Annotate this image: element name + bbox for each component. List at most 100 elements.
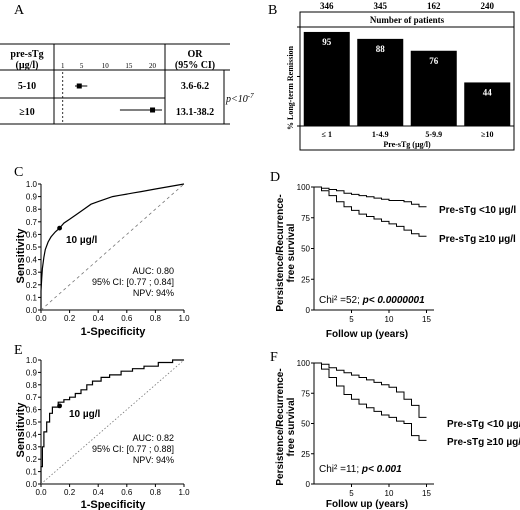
count-label: 162: [427, 1, 441, 11]
count-label: 240: [481, 1, 495, 11]
roc-c-ylabel: Sensitivity: [15, 228, 27, 284]
count-label: 346: [320, 1, 334, 11]
panel-a: A pre-sTg (µg/l) OR (95% CI) 5-10 ≥10 3.…: [0, 3, 254, 125]
bar-ylabel: % Long-term Remission: [286, 45, 295, 130]
bar-3: [464, 82, 511, 126]
km-y-tick-label: 100: [297, 183, 311, 192]
roc-y-tick-label: 0.5: [26, 418, 38, 427]
count-label: 345: [374, 1, 388, 11]
p-value: p<10-7: [225, 92, 254, 105]
roc-y-tick-label: 0.1: [26, 293, 38, 302]
roc-cutoff-point: [57, 403, 62, 409]
row-ci-ge10: 13.1-38.2: [176, 107, 214, 118]
roc-c-cutoff-label: 10 µg/l: [66, 235, 98, 246]
roc-cutoff-point: [57, 225, 62, 231]
roc-y-tick-label: 0.3: [26, 268, 38, 277]
panel-a-letter: A: [14, 3, 25, 18]
roc-y-tick-label: 0.0: [26, 480, 38, 489]
roc-x-tick-label: 0.6: [121, 314, 133, 323]
bar-1: [357, 38, 404, 126]
km-y-tick-label: 0: [306, 480, 311, 489]
km-x-tick-label: 10: [385, 315, 394, 324]
roc-curve: [40, 183, 185, 310]
km-curve-low: [314, 186, 427, 208]
bar-category-label: ≤ 1: [322, 130, 332, 139]
roc-e-npv: NPV: 94%: [133, 455, 174, 465]
number-header: Number of patients: [370, 15, 445, 25]
roc-y-tick-label: 1.0: [26, 180, 38, 189]
bar-value-label: 76: [429, 56, 439, 66]
km-x-tick-label: 5: [349, 489, 354, 498]
roc-plot-c: 0.0 0.2 0.4 0.6 0.8 1.0 0.0 0.1 0.2 0.3 0.4 0.5 0.6 0…: [26, 180, 190, 323]
roc-y-tick-label: 0.1: [26, 468, 38, 477]
bar-plot-frame: [299, 26, 515, 151]
roc-x-tick-label: 0.4: [93, 314, 105, 323]
km-curve-high: [314, 362, 427, 441]
km-x-tick-label: 5: [349, 315, 354, 324]
header-or: OR: [188, 49, 204, 60]
roc-x-tick-label: 0.0: [35, 488, 47, 497]
bar-2: [410, 50, 457, 127]
roc-y-tick-label: 1.0: [26, 356, 38, 365]
km-curve-high: [314, 186, 427, 237]
roc-x-tick-label: 0.0: [35, 314, 47, 323]
km-plot-d: 5 10 15 0 25 50 75 100: [297, 183, 434, 324]
roc-y-tick-label: 0.7: [26, 393, 38, 402]
header-unit: (µg/l): [16, 60, 39, 71]
panel-e-letter: E: [14, 343, 23, 358]
roc-x-tick-label: 1.0: [178, 314, 190, 323]
forest-tick-label: 15: [125, 62, 133, 70]
km-x-tick-label: 15: [422, 315, 431, 324]
roc-plot-e: 0.0 0.2 0.4 0.6 0.8 1.0 0.0 0.1 0.2 0.3 0.4 0.5 0.6 0…: [26, 356, 190, 497]
km-curve-low: [314, 362, 427, 418]
roc-y-tick-label: 0.9: [26, 368, 38, 377]
counts-row: 346 345 162 240: [320, 1, 495, 11]
bar-value-label: 95: [322, 37, 332, 47]
km-f-stat: Chi² =11; p< 0.001: [319, 464, 402, 475]
row-label-ge10: ≥10: [19, 107, 35, 118]
roc-e-cutoff-label: 10 µg/l: [69, 409, 101, 420]
km-f-legend-high: Pre-sTg ≥10 µg/l: [447, 437, 520, 448]
panel-b: B Number of patients 346 345 162 240 95 ≤ 1 8…: [268, 1, 515, 151]
forest-or-marker: [150, 107, 156, 113]
roc-e-ci: 95% CI: [0.77 ; 0.88]: [92, 444, 174, 454]
bar-xlabel: Pre-sTg (µg/l): [383, 140, 431, 149]
roc-y-tick-label: 0.5: [26, 243, 38, 252]
roc-c-npv: NPV: 94%: [133, 288, 174, 298]
roc-x-tick-label: 0.6: [121, 488, 133, 497]
roc-c-xlabel: 1-Specificity: [81, 326, 147, 338]
roc-reference-diagonal: [40, 359, 185, 485]
km-f-ylabel-2: free survival: [286, 397, 297, 456]
km-y-tick-label: 50: [301, 245, 310, 254]
bar-0: [303, 31, 350, 127]
roc-x-tick-label: 1.0: [178, 488, 190, 497]
bar-value-label: 44: [483, 87, 493, 97]
km-y-tick-label: 25: [301, 275, 310, 284]
roc-y-tick-label: 0.6: [26, 406, 38, 415]
roc-y-tick-label: 0.8: [26, 381, 38, 390]
bar-value-label: 88: [376, 44, 386, 54]
bar-category-label: ≥10: [481, 130, 493, 139]
row-ci-5-10: 3.6-6.2: [181, 81, 209, 92]
km-d-xlabel: Follow up (years): [326, 329, 408, 340]
roc-y-tick-label: 0.8: [26, 205, 38, 214]
km-x-tick-label: 10: [385, 489, 394, 498]
km-f-legend-low: Pre-sTg <10 µg/l: [447, 419, 520, 430]
bar-category-label: 1-4.9: [372, 130, 389, 139]
km-d-legend-high: Pre-sTg ≥10 µg/l: [439, 234, 516, 245]
roc-x-tick-label: 0.2: [64, 488, 76, 497]
roc-x-tick-label: 0.8: [150, 488, 162, 497]
roc-e-ylabel: Sensitivity: [15, 402, 27, 458]
header-ci: (95% CI): [175, 60, 215, 71]
km-d-legend-low: Pre-sTg <10 µg/l: [439, 205, 516, 216]
forest-tick-label: 10: [102, 62, 110, 70]
panel-e: E 0.0 0.2 0.4 0.6 0.8 1.00.00.10.20.30.40.50.…: [14, 343, 190, 510]
panel-c-letter: C: [14, 165, 23, 180]
km-y-tick-label: 0: [306, 306, 311, 315]
km-plot-f: 5 10 15 0 25 50 75 100: [297, 359, 434, 498]
bar-category-label: 5-9.9: [425, 130, 442, 139]
km-y-tick-label: 75: [301, 389, 310, 398]
panel-f: F 5 10 15 0 25 50 75 100 Follow up (years) Pers…: [270, 350, 520, 510]
roc-y-tick-label: 0.0: [26, 306, 38, 315]
roc-y-tick-label: 0.3: [26, 443, 38, 452]
